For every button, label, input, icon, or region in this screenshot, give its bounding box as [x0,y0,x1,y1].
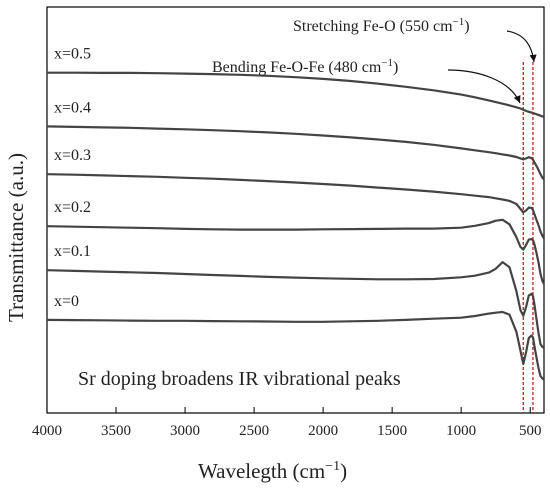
x-tick-label: 3500 [101,423,131,439]
series-label: x=0.2 [54,199,91,216]
series-line [46,310,545,381]
series-line [47,71,545,118]
series-label: x=0 [54,293,79,310]
series-label: x=0.1 [54,243,91,260]
reference-lines [522,62,534,413]
y-axis-title: Transmittance (a.u.) [4,153,28,322]
x-tick-label: 500 [519,423,542,439]
x-tick-label: 2000 [308,423,338,439]
plot-frame [46,6,545,414]
x-tick-label: 1000 [446,423,476,439]
x-tick-label: 3000 [170,423,200,439]
annotation-bending-text: Bending Fe-O-Fe (480 cm−1) [212,57,398,76]
series-label: x=0.4 [54,99,91,116]
chart-caption: Sr doping broadens IR vibrational peaks [78,368,401,390]
series-label: x=0.3 [54,147,91,164]
x-tick-label: 1500 [377,423,407,439]
series-line [46,125,545,181]
x-tick-label: 2500 [239,423,269,439]
annotation-stretching: Stretching Fe-O (550 cm−1) [293,16,537,63]
series-labels: x=0.5 x=0.4 x=0.3 x=0.2 x=0.1 x=0 [54,46,91,310]
series-line [46,218,545,285]
series-line [46,173,545,239]
x-axis-ticks: 4000 3500 3000 2500 2000 1500 1000 500 [32,407,541,439]
series-lines [46,71,545,381]
annotation-bending-arrow [447,69,521,104]
series-label: x=0.5 [54,46,91,63]
annotation-bending: Bending Fe-O-Fe (480 cm−1) [212,57,521,104]
annotation-stretching-arrow [506,30,537,63]
annotation-stretching-text: Stretching Fe-O (550 cm−1) [293,16,470,35]
series-line [46,261,545,349]
x-axis-title: Wavelegth (cm−1) [198,459,347,483]
x-tick-label: 4000 [32,423,62,439]
